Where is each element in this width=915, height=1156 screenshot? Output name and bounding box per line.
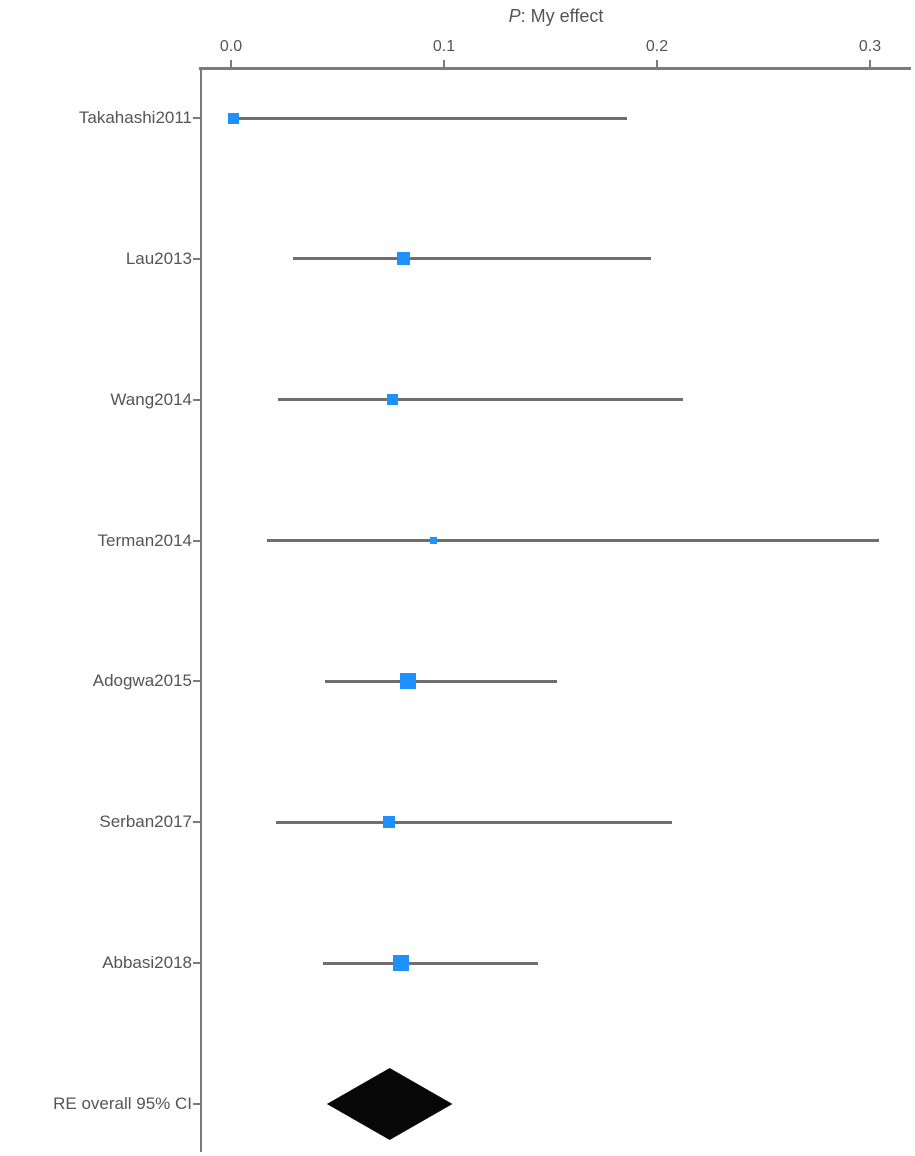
overall-diamond xyxy=(326,1068,453,1141)
y-axis-tick xyxy=(193,962,200,965)
ci-line xyxy=(233,116,628,120)
chart-title: P: My effect xyxy=(201,6,911,27)
y-axis-line xyxy=(200,67,202,1152)
overall-label: RE overall 95% CI xyxy=(53,1094,192,1114)
ci-line xyxy=(267,539,879,543)
study-label: Terman2014 xyxy=(97,530,192,550)
study-label: Wang2014 xyxy=(110,389,192,409)
chart-title-rest: : My effect xyxy=(520,6,604,26)
y-axis-tick xyxy=(193,117,200,119)
ci-line xyxy=(277,398,683,402)
ci-line xyxy=(275,820,672,824)
x-axis-tick-label: 0.2 xyxy=(645,38,669,55)
x-axis-tick-label: 0.0 xyxy=(219,38,243,55)
x-axis-tick-label: 0.3 xyxy=(858,38,882,55)
study-label: Takahashi2011 xyxy=(78,108,192,127)
effect-square xyxy=(227,112,239,124)
y-axis-tick xyxy=(193,680,200,683)
y-axis-tick xyxy=(193,257,200,260)
x-axis-tick xyxy=(656,60,658,67)
x-axis-line xyxy=(199,67,911,70)
y-axis-tick xyxy=(193,398,200,401)
x-axis-tick-label: 0.1 xyxy=(432,38,456,55)
study-label: Adogwa2015 xyxy=(92,671,192,691)
ci-line xyxy=(322,961,538,965)
y-axis-tick xyxy=(193,539,200,542)
study-label: Serban2017 xyxy=(99,812,192,832)
study-label: Abbasi2018 xyxy=(102,953,192,973)
x-axis-tick xyxy=(230,60,232,67)
y-axis-tick xyxy=(193,821,200,824)
chart-title-prefix: P xyxy=(508,6,521,26)
effect-square xyxy=(382,816,395,829)
x-axis-tick xyxy=(869,60,871,67)
effect-square xyxy=(399,673,416,690)
y-axis-tick xyxy=(193,1103,200,1106)
ci-line xyxy=(292,257,651,261)
effect-square xyxy=(393,955,410,972)
effect-square xyxy=(429,537,437,545)
study-label: Lau2013 xyxy=(125,248,192,268)
x-axis-tick xyxy=(443,60,445,67)
effect-square xyxy=(387,394,399,406)
effect-square xyxy=(397,252,411,266)
ci-line xyxy=(324,679,557,683)
